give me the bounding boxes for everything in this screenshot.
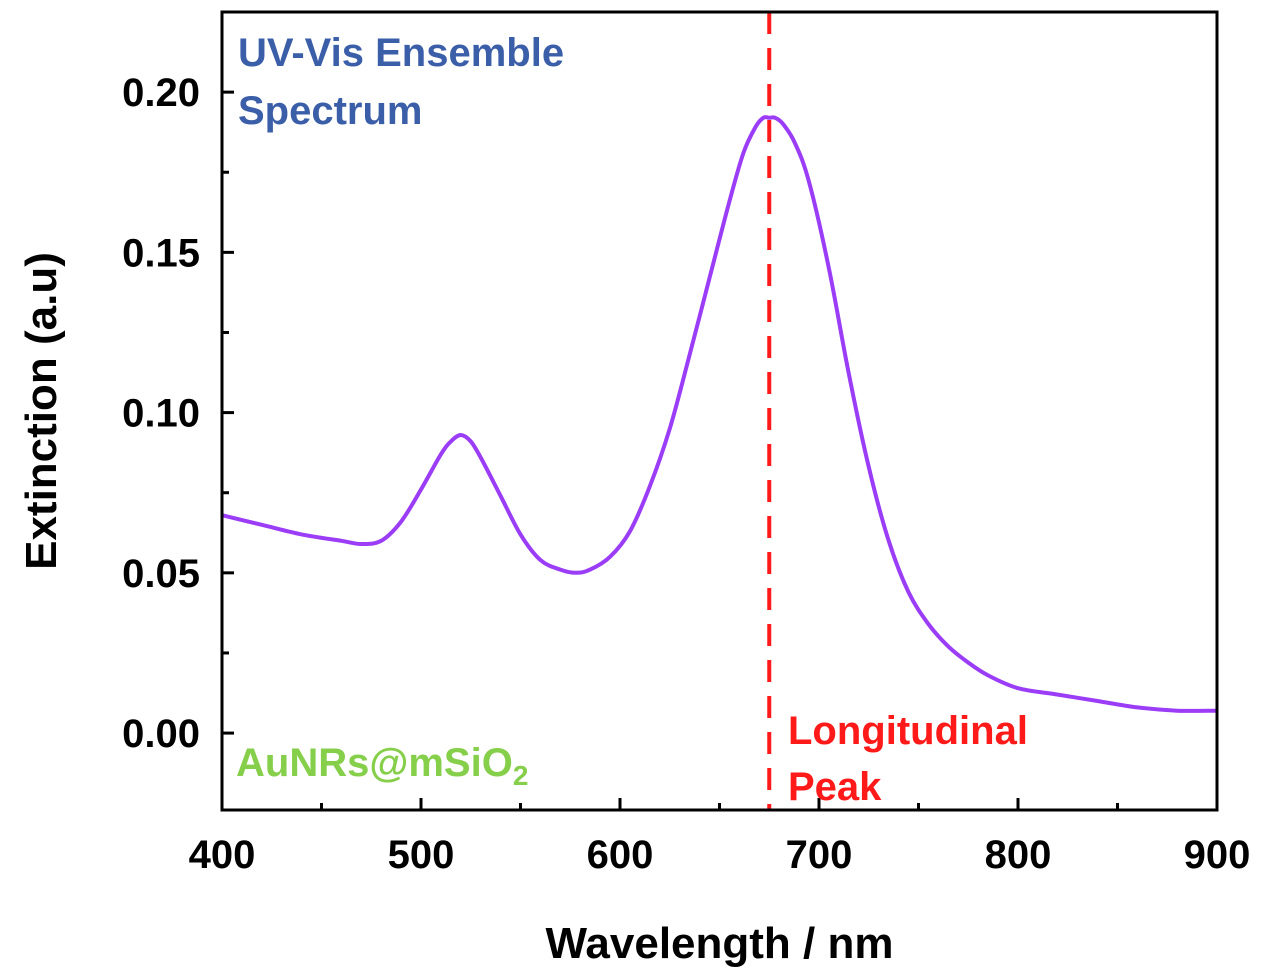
- plot-lines: [221, 12, 1218, 810]
- x-axis-title: Wavelength / nm: [546, 919, 894, 968]
- plot-frame: [220, 10, 1219, 812]
- y-tick-label: 0.00: [122, 712, 200, 756]
- x-tick-label: 900: [1184, 833, 1251, 877]
- x-tick-label: 600: [587, 833, 654, 877]
- annotation-title-line2: Spectrum: [238, 89, 423, 133]
- x-tick-label: 800: [985, 833, 1052, 877]
- annotation-sample-main: AuNRs@mSiO: [236, 741, 513, 785]
- axis-ticks: [220, 90, 1219, 810]
- y-tick-label: 0.05: [122, 552, 200, 596]
- x-tick-label: 700: [786, 833, 853, 877]
- annotation-sample: AuNRs@mSiO2: [236, 741, 528, 791]
- annotation-title-line1: UV-Vis Ensemble: [238, 31, 564, 75]
- x-tick-label: 500: [388, 833, 455, 877]
- annotation-peak-line1: Longitudinal: [788, 709, 1028, 753]
- annotation-sample-subscript: 2: [513, 760, 529, 791]
- axis-tick-labels: 400 500 600 700 800 900 0.00 0.05 0.10 0.15 0.20: [122, 71, 1250, 877]
- y-axis-title: Extinction (a.u): [17, 252, 66, 570]
- annotation-peak-line2: Peak: [788, 765, 882, 809]
- y-tick-label: 0.15: [122, 231, 200, 275]
- y-tick-label: 0.20: [122, 71, 200, 115]
- extinction-spectrum-line: [221, 115, 1218, 713]
- x-tick-label: 400: [189, 833, 256, 877]
- y-tick-label: 0.10: [122, 392, 200, 436]
